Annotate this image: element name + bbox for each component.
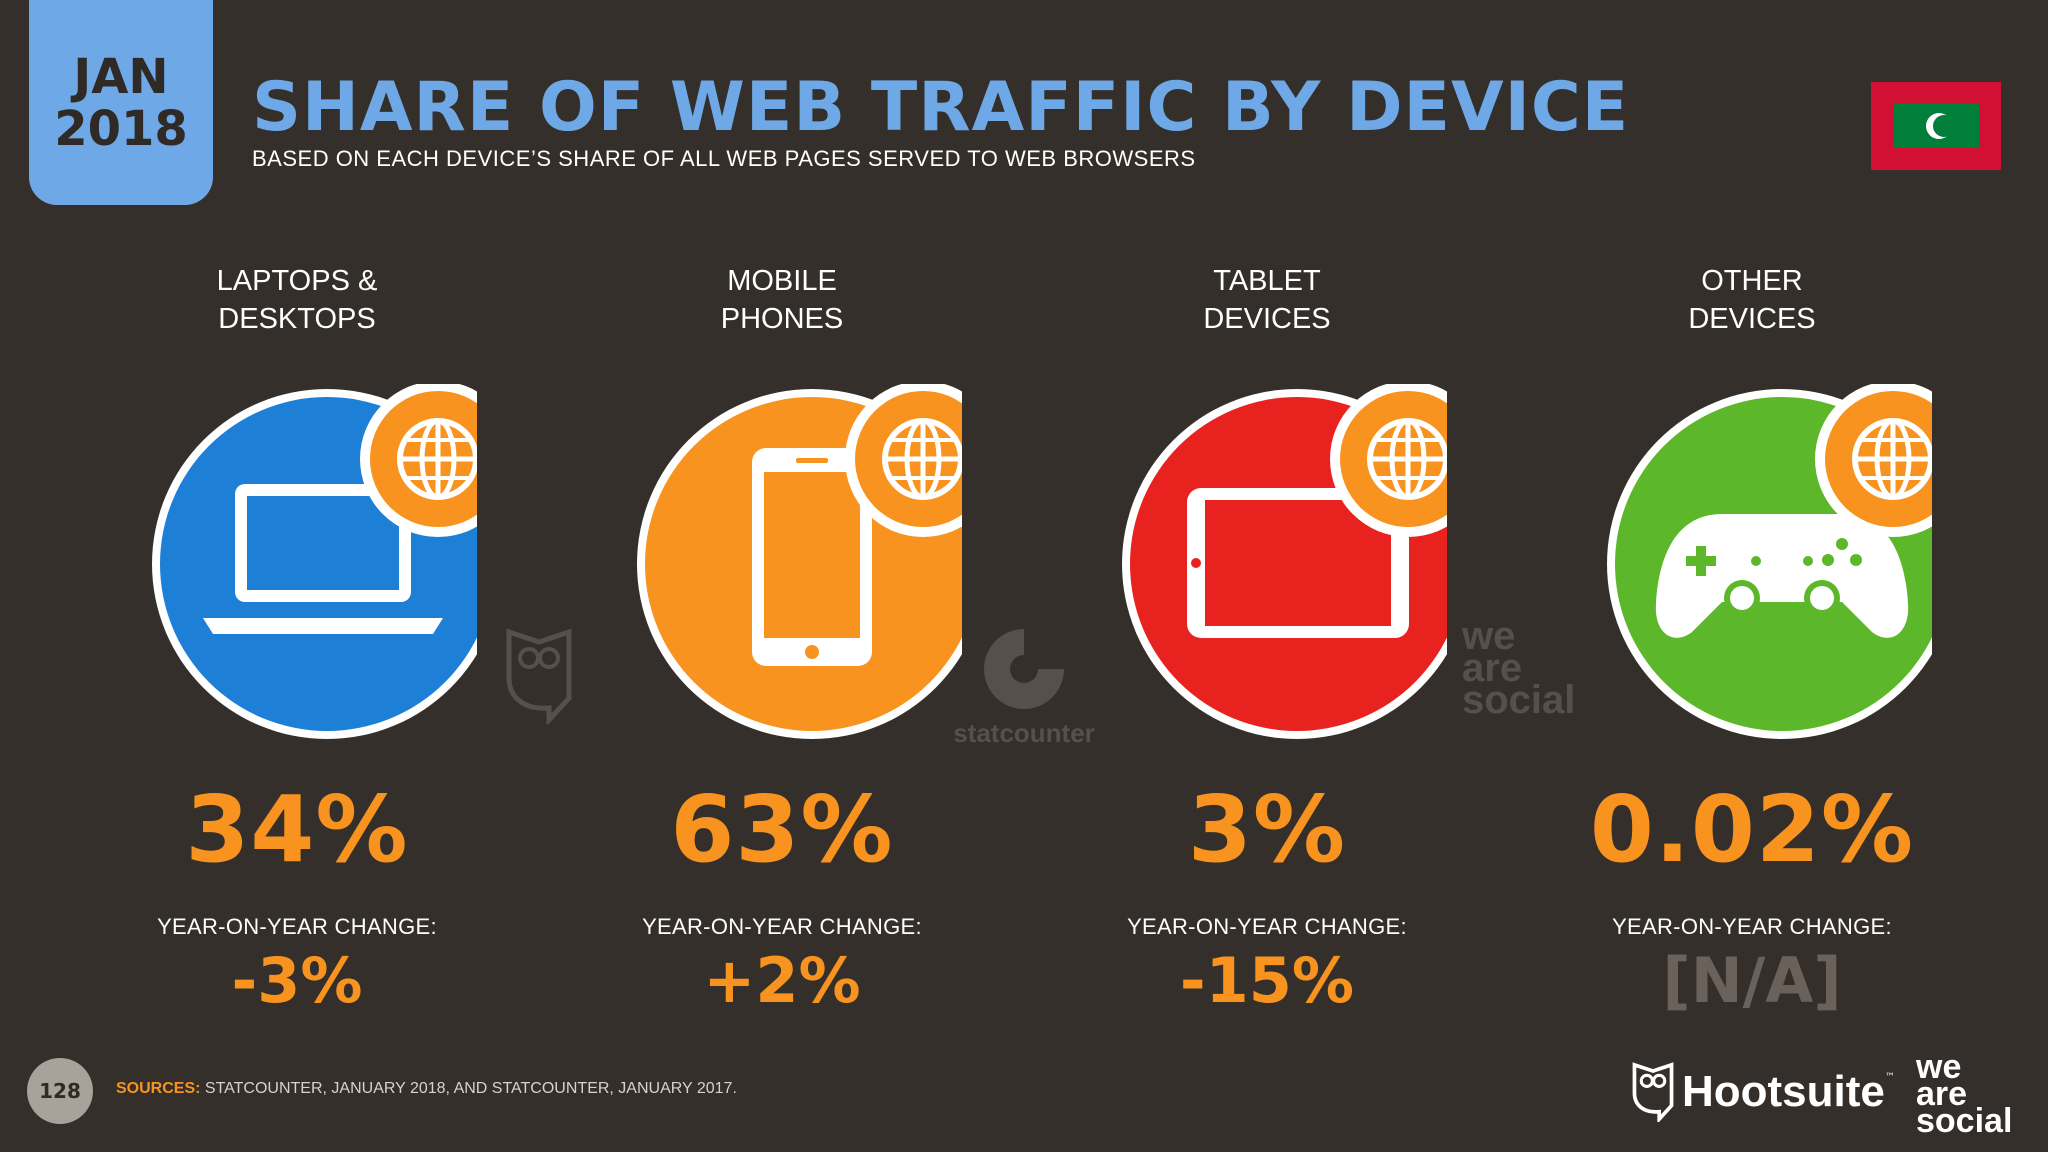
yoy-change-label: YEAR-ON-YEAR CHANGE: — [1127, 914, 1407, 939]
device-label: OTHER DEVICES — [1688, 265, 1816, 335]
date-month: JAN — [73, 48, 169, 105]
sources-note: SOURCES: STATCOUNTER, JANUARY 2018, AND … — [116, 1080, 737, 1097]
yoy-change-label: YEAR-ON-YEAR CHANGE: — [157, 914, 437, 939]
hootsuite-owl-watermark-icon — [506, 628, 572, 724]
device-share-value: 0.02% — [1589, 776, 1915, 883]
yoy-change-value: -3% — [231, 944, 363, 1017]
globe-icon — [1815, 384, 1932, 537]
game-controller-icon — [1607, 384, 1932, 739]
statcounter-watermark: statcounter — [944, 624, 1104, 749]
device-share-value: 3% — [1187, 776, 1347, 883]
yoy-change-value: +2% — [703, 944, 861, 1017]
yoy-change-label: YEAR-ON-YEAR CHANGE: — [1612, 914, 1892, 939]
device-column-mobile: MOBILE PHONES 63% YEAR-ON-YEAR CHANGE: +… — [572, 262, 992, 1016]
hootsuite-logo: Hootsuite ™ — [1632, 1062, 1895, 1122]
date-year: 2018 — [54, 100, 188, 157]
device-share-value: 34% — [185, 776, 409, 883]
globe-icon — [360, 384, 477, 537]
we-are-social-logo: we are social — [1916, 1048, 2013, 1140]
date-badge: JAN 2018 — [29, 0, 213, 205]
page-subtitle: BASED ON EACH DEVICE’S SHARE OF ALL WEB … — [252, 146, 1196, 171]
we-are-social-watermark: we are social — [1462, 614, 1576, 722]
device-label: LAPTOPS & DESKTOPS — [216, 265, 378, 335]
device-column-tablet: TABLET DEVICES 3% YEAR-ON-YEAR CHANGE: -… — [1057, 262, 1477, 1016]
yoy-change-value: [N/A] — [1662, 944, 1842, 1017]
device-share-value: 63% — [670, 776, 894, 883]
tablet-icon — [1122, 384, 1447, 739]
globe-icon — [1330, 384, 1447, 537]
laptop-icon — [152, 384, 477, 739]
page-number: 128 — [27, 1058, 93, 1124]
page-title: SHARE OF WEB TRAFFIC BY DEVICE — [252, 68, 1630, 147]
yoy-change-value: -15% — [1179, 944, 1355, 1017]
mobile-phone-icon — [637, 384, 962, 739]
yoy-change-label: YEAR-ON-YEAR CHANGE: — [642, 914, 922, 939]
globe-icon — [845, 384, 962, 537]
device-column-laptops: LAPTOPS & DESKTOPS 34% YEAR-ON-YEAR CHAN… — [87, 262, 507, 1016]
maldives-flag-icon — [1871, 82, 2001, 170]
statcounter-logo-icon — [984, 629, 1064, 709]
device-label: MOBILE PHONES — [720, 265, 844, 335]
device-column-other: OTHER DEVICES — [1542, 262, 1962, 1016]
device-label: TABLET DEVICES — [1203, 265, 1331, 335]
hootsuite-owl-icon — [1632, 1062, 1674, 1122]
